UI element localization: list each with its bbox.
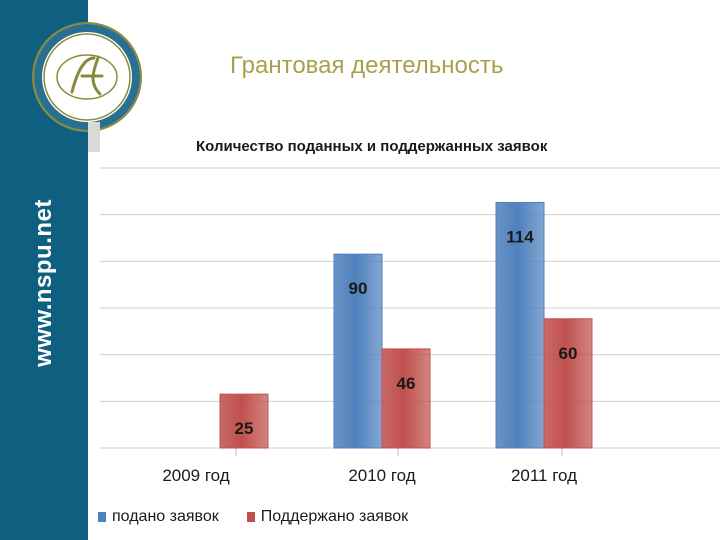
bar-submitted-2 [495, 201, 545, 449]
legend-swatch-submitted [98, 512, 106, 522]
x-tick-label: 2011 год [511, 466, 577, 485]
data-label-submitted-1: 90 [349, 279, 368, 298]
bar-supported-2 [543, 318, 593, 449]
x-tick-label: 2009 год [162, 466, 229, 485]
data-label-supported-2: 60 [559, 344, 578, 363]
data-label-submitted-2: 114 [506, 227, 534, 246]
bar-supported-1 [381, 348, 431, 449]
bar-supported-0 [219, 393, 269, 449]
slide-title: Грантовая деятельность [230, 52, 504, 79]
legend-item-submitted: подано заявок [98, 508, 219, 526]
x-tick-label: 2010 год [348, 466, 415, 485]
chart-title: Количество поданных и поддержанных заяво… [196, 138, 548, 155]
bar-submitted-1 [333, 253, 383, 449]
legend-label-submitted: подано заявок [112, 508, 219, 525]
legend-item-supported: Поддержано заявок [246, 508, 409, 526]
chart-legend: подано заявок Поддержано заявок [98, 508, 436, 526]
decorative-tab [88, 122, 100, 152]
data-label-supported-1: 46 [397, 374, 416, 393]
data-label-supported-0: 25 [235, 419, 254, 438]
legend-swatch-supported [246, 512, 255, 522]
university-seal-icon [32, 22, 142, 132]
legend-label-supported: Поддержано заявок [260, 508, 409, 525]
